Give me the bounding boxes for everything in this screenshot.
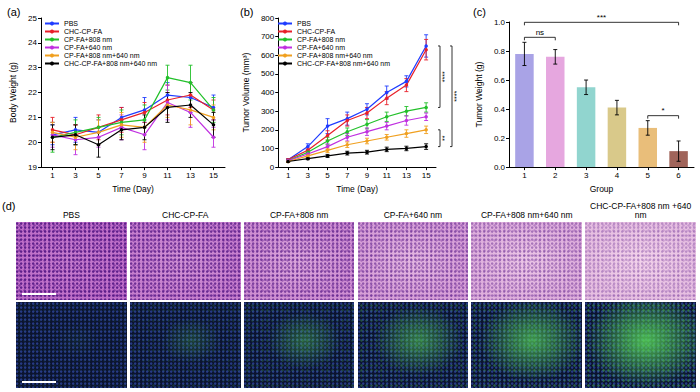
svg-text:0.4: 0.4 <box>494 105 506 114</box>
svg-text:7: 7 <box>345 171 350 180</box>
svg-text:CP-FA+808 nm+640 nm: CP-FA+808 nm+640 nm <box>297 52 373 59</box>
svg-text:Time (Day): Time (Day) <box>336 184 378 194</box>
svg-text:***: *** <box>597 13 606 22</box>
svg-text:Group: Group <box>590 184 614 194</box>
svg-text:*: * <box>662 106 665 115</box>
svg-text:4: 4 <box>615 171 620 180</box>
svg-text:CP-FA+808 nm: CP-FA+808 nm <box>297 36 345 43</box>
svg-text:ns: ns <box>536 28 544 37</box>
html-text:(d): (d) <box>2 200 16 212</box>
html-text:CP-FA+808 nm: CP-FA+808 nm <box>269 210 329 220</box>
svg-text:400: 400 <box>261 88 275 97</box>
svg-text:CP-FA+640 nm: CP-FA+640 nm <box>297 44 345 51</box>
svg-text:0.0: 0.0 <box>494 163 506 172</box>
svg-text:Body Weight (g): Body Weight (g) <box>8 62 18 123</box>
svg-text:9: 9 <box>365 171 370 180</box>
svg-text:****: **** <box>441 71 448 82</box>
svg-text:(a): (a) <box>7 6 20 18</box>
svg-text:100: 100 <box>261 144 275 153</box>
svg-text:11: 11 <box>383 171 392 180</box>
svg-text:0.6: 0.6 <box>494 76 506 85</box>
svg-text:5: 5 <box>646 171 651 180</box>
svg-text:3: 3 <box>584 171 589 180</box>
svg-text:13: 13 <box>186 171 195 180</box>
svg-text:800: 800 <box>261 14 275 23</box>
svg-text:5: 5 <box>325 171 330 180</box>
svg-text:25: 25 <box>28 14 37 23</box>
svg-text:Tumor Volume (mm³): Tumor Volume (mm³) <box>241 52 251 132</box>
svg-text:24: 24 <box>28 38 37 47</box>
svg-text:6: 6 <box>676 171 681 180</box>
svg-text:22: 22 <box>28 88 37 97</box>
svg-text:13: 13 <box>402 171 411 180</box>
svg-text:0.2: 0.2 <box>494 134 506 143</box>
html-text:PBS: PBS <box>62 210 80 220</box>
svg-text:600: 600 <box>261 51 275 60</box>
svg-text:CHC-CP-FA: CHC-CP-FA <box>297 28 335 35</box>
svg-text:300: 300 <box>261 107 275 116</box>
svg-text:PBS: PBS <box>297 20 311 27</box>
svg-text:1: 1 <box>286 171 291 180</box>
svg-text:CHC-CP-FA: CHC-CP-FA <box>64 28 102 35</box>
svg-text:7: 7 <box>119 171 124 180</box>
svg-text:3: 3 <box>73 171 78 180</box>
svg-text:Time (Day): Time (Day) <box>112 184 154 194</box>
html-text:CHC-CP-FA: CHC-CP-FA <box>162 210 209 220</box>
svg-text:19: 19 <box>28 163 37 172</box>
svg-text:200: 200 <box>261 125 275 134</box>
svg-text:CP-FA+808 nm+640 nm: CP-FA+808 nm+640 nm <box>64 52 140 59</box>
svg-text:700: 700 <box>261 32 275 41</box>
svg-text:11: 11 <box>163 171 172 180</box>
svg-text:23: 23 <box>28 63 37 72</box>
svg-text:****: **** <box>453 91 460 102</box>
svg-text:500: 500 <box>261 69 275 78</box>
svg-text:Tumor Weight (g): Tumor Weight (g) <box>474 62 484 128</box>
svg-text:3: 3 <box>306 171 311 180</box>
svg-text:5: 5 <box>96 171 101 180</box>
svg-text:21: 21 <box>28 113 37 122</box>
html-text:CHC-CP-FA+808 nm +640 nm: CHC-CP-FA+808 nm +640 nm <box>590 201 692 220</box>
svg-text:CP-FA+808 nm: CP-FA+808 nm <box>64 36 112 43</box>
svg-text:0: 0 <box>270 163 275 172</box>
svg-text:CHC-CP-FA+808 nm+640 nm: CHC-CP-FA+808 nm+640 nm <box>64 60 157 67</box>
svg-text:1.0: 1.0 <box>494 18 506 27</box>
svg-text:9: 9 <box>142 171 147 180</box>
svg-text:(c): (c) <box>473 6 486 18</box>
html-text:CP-FA+640 nm: CP-FA+640 nm <box>383 210 443 220</box>
svg-text:0.8: 0.8 <box>494 47 506 56</box>
svg-text:PBS: PBS <box>64 20 78 27</box>
svg-text:15: 15 <box>422 171 431 180</box>
html-text:CP-FA+808 nm+640 nm: CP-FA+808 nm+640 nm <box>480 210 573 220</box>
svg-text:15: 15 <box>209 171 218 180</box>
svg-text:CP-FA+640 nm: CP-FA+640 nm <box>64 44 112 51</box>
svg-text:**: ** <box>441 135 448 141</box>
svg-text:1: 1 <box>50 171 55 180</box>
svg-text:1: 1 <box>522 171 527 180</box>
svg-text:20: 20 <box>28 138 37 147</box>
svg-text:CHC-CP-FA+808 nm+640 nm: CHC-CP-FA+808 nm+640 nm <box>297 60 390 67</box>
svg-text:(b): (b) <box>240 6 253 18</box>
svg-text:2: 2 <box>553 171 558 180</box>
